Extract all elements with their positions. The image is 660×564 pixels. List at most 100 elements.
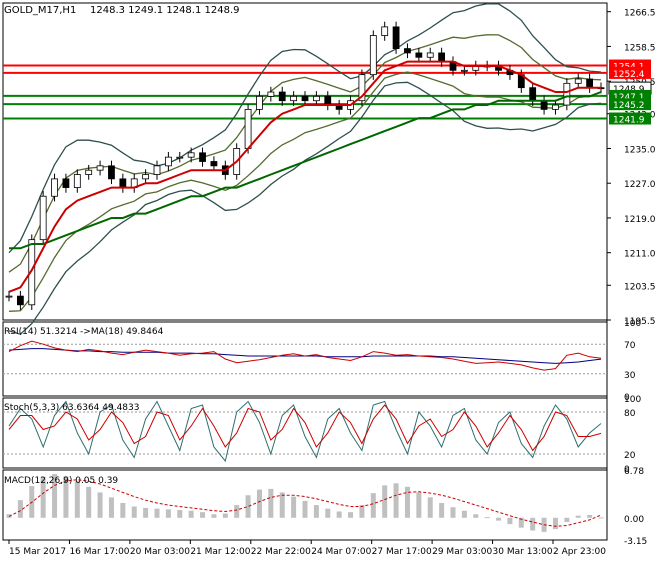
- price-tick-label: 1219.0: [624, 215, 656, 225]
- candle: [267, 91, 275, 97]
- candle: [358, 74, 366, 102]
- candle: [85, 169, 93, 175]
- macd-bar: [279, 492, 285, 518]
- candle: [392, 26, 400, 49]
- macd-bar: [575, 515, 581, 518]
- rsi-tick-label: 0: [624, 393, 630, 403]
- candle: [96, 165, 104, 171]
- macd-bar: [74, 481, 80, 518]
- candle: [278, 91, 286, 102]
- candle: [540, 100, 548, 110]
- macd-bar: [416, 492, 422, 518]
- candle: [176, 156, 184, 159]
- macd-bar: [302, 500, 308, 518]
- macd-bar: [564, 517, 570, 523]
- macd-bar: [97, 492, 103, 518]
- stoch-main-line: [8, 400, 602, 463]
- candle: [369, 35, 377, 76]
- macd-bar: [507, 517, 513, 525]
- candle: [563, 82, 571, 106]
- candle: [210, 161, 218, 167]
- macd-bar: [177, 510, 183, 518]
- macd-bar: [256, 489, 262, 518]
- price-label: 1247.1: [613, 93, 645, 103]
- price-label-box: [609, 112, 651, 125]
- macd-signal-line: [8, 479, 602, 527]
- macd-bar: [450, 507, 456, 518]
- macd-bar: [439, 502, 445, 518]
- candle: [404, 48, 411, 54]
- price-layer: [5, 3, 605, 335]
- candle: [415, 52, 423, 58]
- time-tick-label: 27 Mar 17:00: [372, 547, 432, 557]
- candle: [301, 95, 309, 102]
- price-label-box: [609, 98, 651, 111]
- macd-bar: [587, 514, 593, 518]
- rsi-tick-label: 100: [624, 319, 641, 329]
- macd-bar: [382, 485, 388, 518]
- time-tick-label: 15 Mar 2017: [9, 547, 66, 557]
- macd-bar: [325, 508, 331, 518]
- candle: [119, 178, 127, 188]
- macd-bar: [86, 486, 92, 518]
- candle: [5, 295, 13, 298]
- macd-bar: [165, 509, 171, 518]
- macd-bar: [17, 500, 23, 518]
- pane-frames: [2, 2, 608, 541]
- macd-bar: [52, 474, 58, 518]
- candle: [256, 95, 263, 110]
- price-tick-label: 1203.5: [624, 282, 656, 292]
- macd-bar: [496, 517, 502, 521]
- macd-bar: [461, 510, 467, 518]
- macd-tick-label: 0.00: [624, 515, 644, 525]
- price-label: 1252.4: [613, 70, 645, 80]
- macd-bar: [131, 506, 137, 518]
- macd-bar: [427, 497, 433, 518]
- macd-tick-label: 6.78: [624, 467, 644, 477]
- candle: [290, 95, 298, 102]
- candle: [187, 152, 195, 158]
- macd-bar: [200, 512, 206, 518]
- axis-layer: 1266.51258.51250.51243.01235.01227.01219…: [8, 9, 656, 557]
- rsi-title: RSI(14) 51.3214 ->MA(18) 49.8464: [4, 327, 164, 337]
- candle: [164, 156, 172, 167]
- candle: [312, 95, 320, 102]
- rsi-tick-label: 30: [624, 371, 636, 381]
- time-tick-label: 2 Apr 23:00: [553, 547, 606, 557]
- macd-bar: [404, 486, 410, 518]
- macd-bar: [336, 511, 342, 518]
- candle: [108, 165, 115, 180]
- candle: [39, 195, 47, 241]
- candle: [381, 26, 389, 36]
- candle: [142, 174, 150, 180]
- time-tick-label: 21 Mar 12:00: [190, 547, 250, 557]
- macd-bar: [348, 512, 354, 518]
- price-tick-label: 1258.5: [624, 43, 656, 53]
- time-tick-label: 30 Mar 13:00: [493, 547, 553, 557]
- macd-bar: [598, 517, 604, 519]
- candle: [586, 78, 594, 89]
- macd-bar: [530, 517, 536, 531]
- candle: [552, 104, 559, 110]
- price-label: 1241.9: [613, 116, 645, 126]
- macd-bar: [552, 517, 558, 530]
- ohlc-readout: 1248.3 1249.1 1248.1 1248.9: [90, 5, 240, 16]
- main-title: GOLD_M17,H1: [4, 5, 76, 16]
- candle: [62, 178, 70, 188]
- macd-bar: [245, 495, 251, 518]
- lower-band-inner: [8, 71, 602, 312]
- time-tick-label: 22 Mar 22:00: [251, 547, 311, 557]
- lower-band-outer: [8, 81, 602, 335]
- rsi-line: [8, 340, 602, 371]
- macd-bar: [234, 505, 240, 518]
- upper-band-outer: [8, 3, 602, 254]
- price-tick-label: 1227.0: [624, 180, 656, 190]
- upper-band-inner: [8, 34, 602, 273]
- candle: [529, 87, 537, 102]
- rsi-tick-label: 70: [624, 341, 636, 351]
- candle: [244, 108, 252, 149]
- candle: [199, 152, 206, 162]
- macd-bar: [291, 496, 297, 518]
- candle: [28, 239, 36, 306]
